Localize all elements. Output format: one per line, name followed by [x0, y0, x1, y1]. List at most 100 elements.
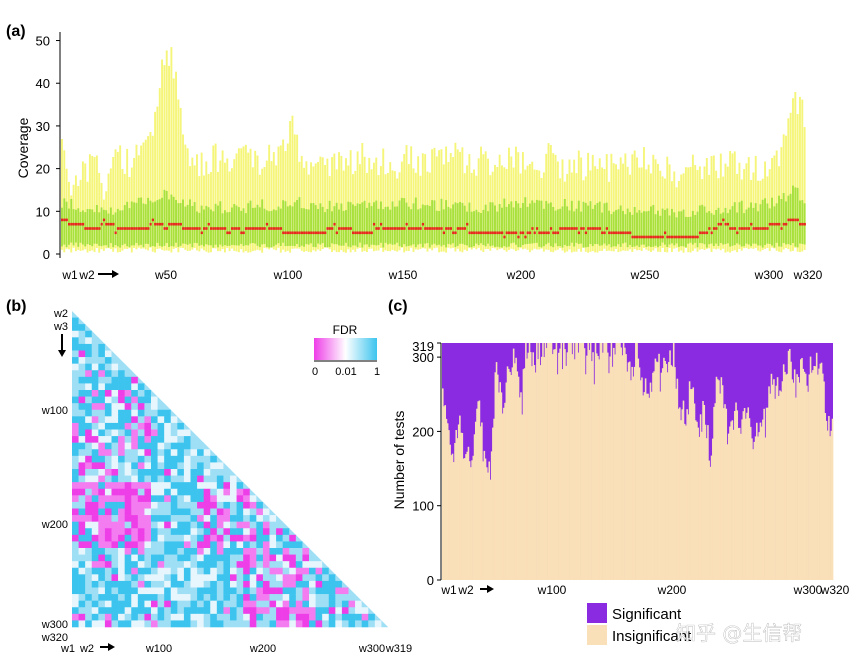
heatmap-cell	[157, 455, 165, 463]
coverage-inner-bar	[533, 202, 536, 244]
heatmap-cell	[72, 594, 79, 601]
coverage-inner-bar	[712, 214, 715, 246]
coverage-outer-bar	[652, 154, 655, 251]
heatmap-cell	[91, 409, 99, 417]
coverage-inner-bar	[365, 207, 368, 245]
heatmap-cell	[104, 561, 112, 569]
coverage-outer-bar	[789, 112, 792, 252]
insignificant-bar	[527, 352, 530, 580]
coverage-median-mark	[263, 227, 266, 230]
heatmap-cell	[282, 528, 290, 536]
insignificant-bar	[793, 369, 796, 580]
insignificant-bar	[784, 371, 786, 580]
heatmap-cell	[197, 442, 204, 450]
insignificant-bar	[554, 349, 556, 580]
heatmap-cell	[104, 587, 112, 595]
heatmap-cell	[131, 436, 139, 443]
coverage-outer-bar	[291, 115, 294, 249]
heatmap-cell	[341, 613, 349, 621]
coverage-median-mark	[284, 231, 287, 235]
coverage-median-mark	[431, 227, 434, 230]
coverage-median-mark	[445, 227, 448, 230]
insignificant-bar	[605, 343, 608, 580]
coverage-median-mark	[722, 218, 725, 222]
insignificant-bar	[571, 354, 574, 580]
heatmap-cell	[230, 561, 237, 569]
coverage-median-mark	[738, 227, 741, 230]
heatmap-cell	[230, 554, 237, 562]
heatmap-col-label: w319	[385, 643, 412, 655]
coverage-inner-bar	[412, 203, 415, 245]
coverage-outer-bar	[244, 144, 247, 252]
insignificant-bar	[481, 422, 483, 580]
heatmap-cell	[164, 613, 172, 621]
insignificant-bar	[815, 352, 818, 580]
coverage-inner-bar	[251, 207, 254, 243]
heatmap-cell	[177, 455, 185, 463]
heatmap-cell	[295, 541, 303, 549]
coverage-median-mark	[561, 227, 564, 230]
coverage-median-mark	[680, 235, 683, 239]
insignificant-bar	[714, 403, 717, 580]
heatmap-cell	[137, 613, 145, 621]
coverage-inner-bar	[428, 206, 431, 248]
insignificant-bar	[576, 343, 578, 580]
heatmap-cell	[118, 488, 125, 496]
coverage-outer-bar	[112, 157, 115, 252]
panel-a-label: (a)	[6, 23, 26, 40]
coverage-outer-bar	[468, 154, 471, 249]
heatmap-cell	[144, 607, 152, 615]
heatmap-cell	[183, 554, 191, 562]
heatmap-diagonal-cell	[118, 357, 125, 364]
insignificant-bar	[443, 406, 445, 580]
coverage-median-mark	[363, 231, 366, 235]
coverage-inner-bar	[738, 202, 741, 245]
heatmap-cell	[104, 521, 112, 529]
coverage-median-mark	[165, 227, 168, 230]
insignificant-bar	[672, 343, 675, 580]
heatmap-cell	[85, 501, 93, 509]
heatmap-cell	[230, 508, 237, 516]
coverage-outer-bar	[801, 99, 804, 252]
insignificant-bar	[702, 401, 704, 580]
coverage-median-mark	[338, 227, 341, 230]
heatmap-cell	[111, 488, 119, 496]
coverage-median-mark	[359, 231, 362, 235]
heatmap-cell	[177, 587, 185, 595]
coverage-inner-bar	[193, 202, 196, 243]
coverage-inner-bar	[182, 199, 184, 244]
coverage-outer-bar	[156, 106, 159, 249]
heatmap-cell	[223, 554, 231, 562]
heatmap-cell	[104, 383, 112, 391]
heatmap-cell	[262, 607, 270, 615]
coverage-median-mark	[331, 227, 334, 230]
heatmap-cell	[72, 416, 79, 424]
heatmap-cell	[183, 574, 191, 582]
heatmap-cell	[203, 600, 211, 608]
heatmap-cell	[144, 534, 152, 542]
coverage-median-mark	[629, 231, 632, 235]
insignificant-bar	[661, 368, 664, 580]
heatmap-cell	[157, 515, 165, 522]
heatmap-cell	[170, 416, 178, 424]
heatmap-cell	[249, 508, 257, 516]
heatmap-cell	[223, 515, 231, 522]
coverage-median-mark	[645, 235, 648, 239]
coverage-median-mark	[503, 235, 506, 239]
insignificant-bar	[532, 352, 534, 580]
heatmap-cell	[124, 429, 132, 437]
heatmap-diagonal-cell	[216, 455, 224, 463]
heatmap-cell	[269, 620, 277, 628]
heatmap-cell	[348, 607, 356, 615]
heatmap-diagonal-cell	[289, 528, 297, 536]
coverage-median-mark	[189, 227, 192, 230]
heatmap-cell	[210, 587, 218, 595]
coverage-inner-bar	[175, 200, 177, 243]
coverage-inner-bar	[79, 211, 82, 243]
coverage-outer-bar	[221, 150, 224, 250]
coverage-inner-bar	[792, 185, 794, 243]
coverage-outer-bar	[228, 171, 231, 252]
coverage-inner-bar	[698, 205, 701, 244]
coverage-outer-bar	[144, 139, 147, 250]
heatmap-cell	[183, 442, 191, 450]
